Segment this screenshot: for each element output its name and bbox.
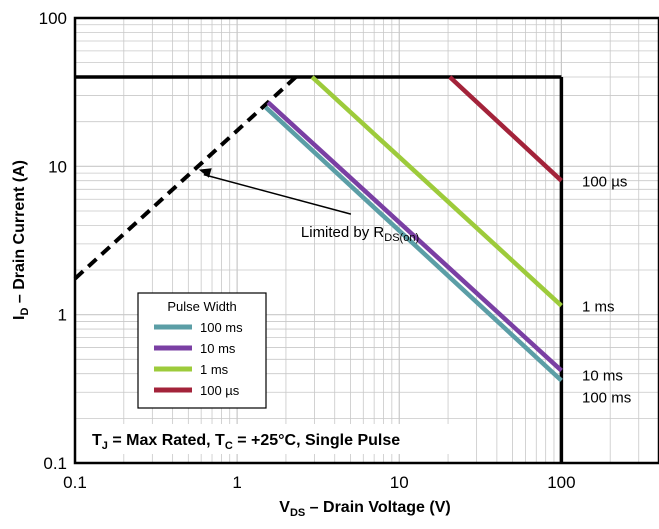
soa-limit-box — [75, 75, 564, 463]
series-end-label: 100 µs — [582, 174, 627, 191]
legend-entries: 100 ms 10 ms 1 ms 100 µs — [154, 320, 243, 398]
legend: Pulse Width 100 ms 10 ms 1 ms 100 µs — [137, 292, 267, 409]
y-tick-label: 1 — [58, 306, 67, 325]
rds-arrow — [203, 173, 352, 215]
conditions-label: TJ = Max Rated, TC = +25°C, Single Pulse — [92, 432, 400, 452]
rds-annotation: Limited by RDS(on) — [198, 168, 419, 244]
series-line — [266, 100, 563, 373]
x-tick-label: 100 — [547, 473, 575, 492]
rds-label: Limited by RDS(on) — [301, 224, 419, 244]
series-end-labels: 100 ms 10 ms 1 ms 100 µs — [582, 174, 631, 407]
conditions-box: TJ = Max Rated, TC = +25°C, Single Pulse — [82, 424, 457, 454]
series-end-label: 1 ms — [582, 299, 615, 316]
y-axis-title: ID – Drain Current (A) — [11, 160, 31, 320]
series-end-label: 100 ms — [582, 389, 631, 406]
legend-title: Pulse Width — [167, 299, 236, 314]
rds-arrow-head — [198, 168, 212, 178]
series-line — [448, 75, 563, 183]
x-axis-title: VDS – Drain Voltage (V) — [279, 499, 450, 519]
series-line — [264, 105, 563, 383]
conditions-background — [82, 424, 457, 454]
y-tick-label: 10 — [48, 157, 67, 176]
plot-frame — [73, 16, 659, 465]
legend-label: 100 ms — [200, 320, 243, 335]
legend-label: 10 ms — [200, 341, 236, 356]
rds-limit-line — [73, 75, 298, 281]
series-lines — [73, 75, 563, 383]
legend-label: 100 µs — [200, 383, 240, 398]
x-tick-label: 1 — [232, 473, 241, 492]
legend-label: 1 ms — [200, 362, 229, 377]
series-line — [310, 75, 563, 308]
tick-labels: 0.1 1 10 100 0.1 1 10 100 — [39, 9, 576, 492]
y-tick-label: 0.1 — [43, 454, 67, 473]
x-tick-label: 10 — [390, 473, 409, 492]
series-end-label: 10 ms — [582, 368, 623, 385]
x-tick-label: 0.1 — [63, 473, 87, 492]
y-tick-label: 100 — [39, 9, 67, 28]
